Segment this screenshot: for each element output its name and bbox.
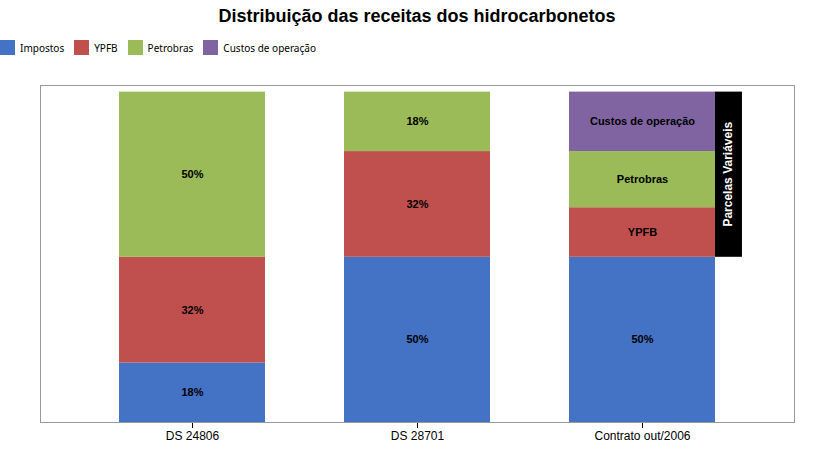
svg-text:32%: 32%: [181, 304, 203, 316]
html-text:Custos de operação: Custos de operação: [223, 40, 316, 55]
svg-text:YPFB: YPFB: [628, 226, 657, 238]
svg-text:50%: 50%: [406, 333, 428, 345]
svg-text:DS 28701: DS 28701: [391, 429, 445, 443]
svg-text:32%: 32%: [406, 198, 428, 210]
svg-text:Parcelas Variáveis: Parcelas Variáveis: [721, 122, 735, 227]
svg-text:18%: 18%: [181, 386, 203, 398]
html-text:YPFB: YPFB: [94, 40, 118, 55]
svg-text:DS 24806: DS 24806: [166, 429, 220, 443]
html-text:Impostos: Impostos: [20, 40, 65, 55]
svg-text:50%: 50%: [631, 333, 653, 345]
html-text:Petrobras: Petrobras: [147, 40, 194, 55]
html-text:Distribuição das receitas dos: Distribuição das receitas dos hidrocarbo…: [218, 6, 616, 26]
svg-text:Contrato out/2006: Contrato out/2006: [594, 429, 690, 443]
svg-text:50%: 50%: [181, 168, 203, 180]
svg-text:Petrobras: Petrobras: [617, 173, 668, 185]
svg-text:Custos de operação: Custos de operação: [590, 115, 695, 127]
svg-text:18%: 18%: [406, 115, 428, 127]
